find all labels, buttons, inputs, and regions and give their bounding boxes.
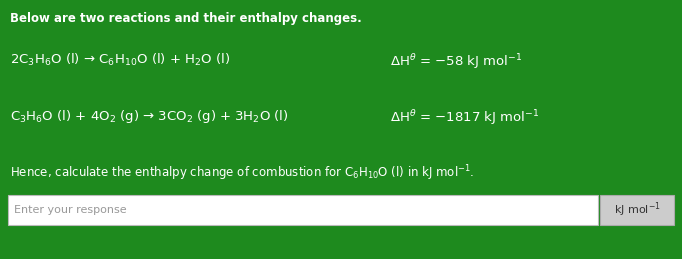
Text: ΔH$^{\theta}$ = −1817 kJ mol$^{-1}$: ΔH$^{\theta}$ = −1817 kJ mol$^{-1}$ bbox=[390, 108, 539, 127]
Text: Hence, calculate the enthalpy change of combustion for C$_6$H$_{10}$O (l) in kJ : Hence, calculate the enthalpy change of … bbox=[10, 163, 475, 183]
FancyBboxPatch shape bbox=[8, 195, 598, 225]
Text: kJ mol$^{-1}$: kJ mol$^{-1}$ bbox=[614, 201, 660, 219]
Text: 2C$_3$H$_6$O (l) → C$_6$H$_{10}$O (l) + H$_2$O (l): 2C$_3$H$_6$O (l) → C$_6$H$_{10}$O (l) + … bbox=[10, 52, 231, 68]
FancyBboxPatch shape bbox=[600, 195, 674, 225]
Text: C$_3$H$_6$O (l) + 4O$_2$ (g) → 3CO$_2$ (g) + 3H$_2$O (l): C$_3$H$_6$O (l) + 4O$_2$ (g) → 3CO$_2$ (… bbox=[10, 108, 288, 125]
Text: ΔH$^{\theta}$ = −58 kJ mol$^{-1}$: ΔH$^{\theta}$ = −58 kJ mol$^{-1}$ bbox=[390, 52, 522, 71]
Text: Below are two reactions and their enthalpy changes.: Below are two reactions and their enthal… bbox=[10, 12, 361, 25]
Text: Enter your response: Enter your response bbox=[14, 205, 127, 215]
